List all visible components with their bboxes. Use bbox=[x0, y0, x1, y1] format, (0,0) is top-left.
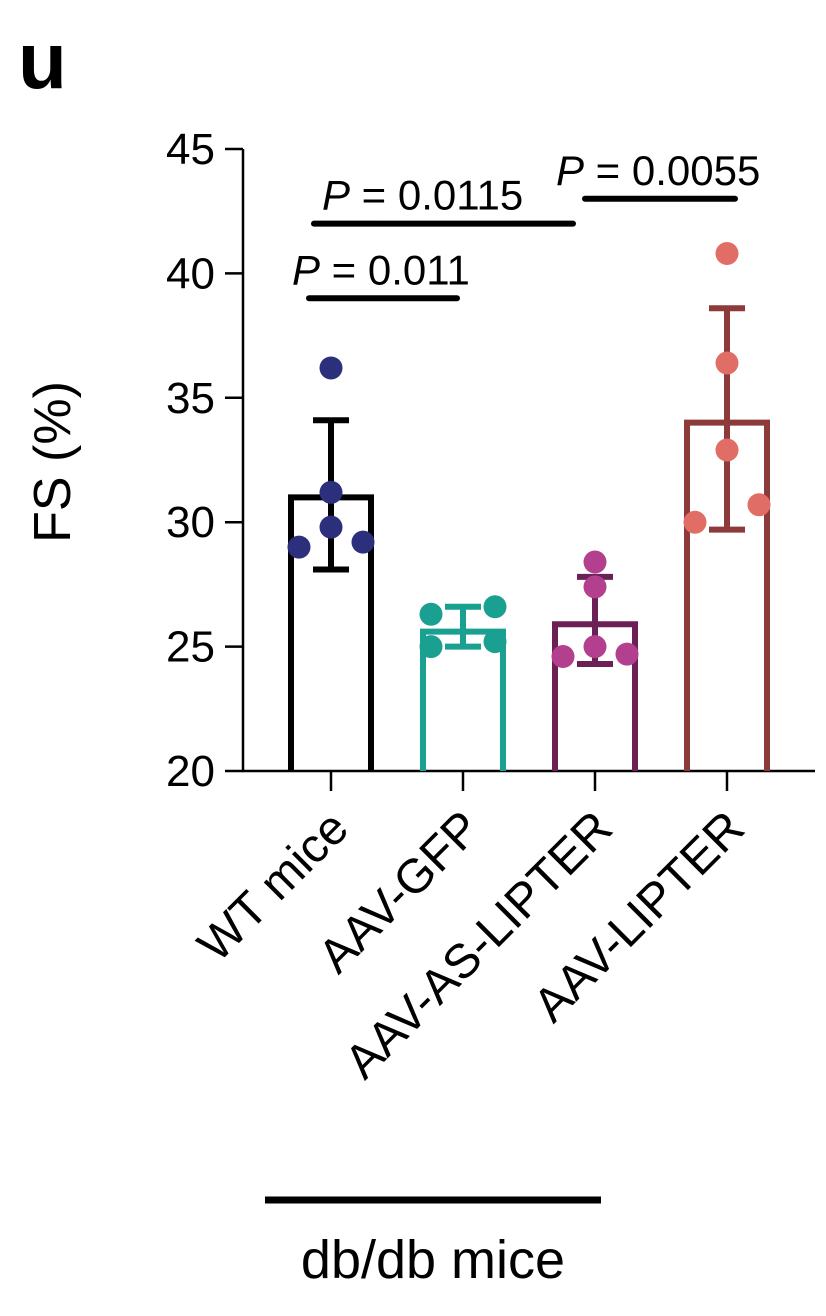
data-point bbox=[319, 480, 343, 504]
y-axis-label: FS (%) bbox=[24, 381, 82, 543]
data-point bbox=[287, 535, 311, 559]
data-point bbox=[319, 515, 343, 539]
data-point bbox=[419, 635, 443, 659]
y-tick-label: 35 bbox=[166, 374, 215, 423]
y-tick-label: 25 bbox=[166, 623, 215, 672]
data-point bbox=[715, 438, 739, 462]
data-point bbox=[551, 645, 575, 669]
y-tick-label: 45 bbox=[166, 125, 215, 174]
data-point bbox=[715, 241, 739, 265]
p-value-label: P = 0.0115 bbox=[322, 172, 523, 219]
y-tick-label: 30 bbox=[166, 498, 215, 547]
data-point bbox=[583, 635, 607, 659]
data-point bbox=[747, 493, 771, 517]
data-point bbox=[419, 602, 443, 626]
data-point bbox=[583, 575, 607, 599]
data-point bbox=[715, 351, 739, 375]
data-point bbox=[351, 530, 375, 554]
panel-label: u bbox=[18, 16, 67, 105]
data-point bbox=[583, 550, 607, 574]
data-point bbox=[615, 642, 639, 666]
y-tick-label: 20 bbox=[166, 747, 215, 796]
data-point bbox=[483, 630, 507, 654]
data-point bbox=[683, 510, 707, 534]
data-point bbox=[319, 356, 343, 380]
p-value-label: P = 0.011 bbox=[292, 246, 470, 293]
p-value-label: P = 0.0055 bbox=[556, 147, 760, 194]
group-label: db/db mice bbox=[301, 1230, 565, 1290]
data-point bbox=[483, 595, 507, 619]
y-tick-label: 40 bbox=[166, 249, 215, 298]
